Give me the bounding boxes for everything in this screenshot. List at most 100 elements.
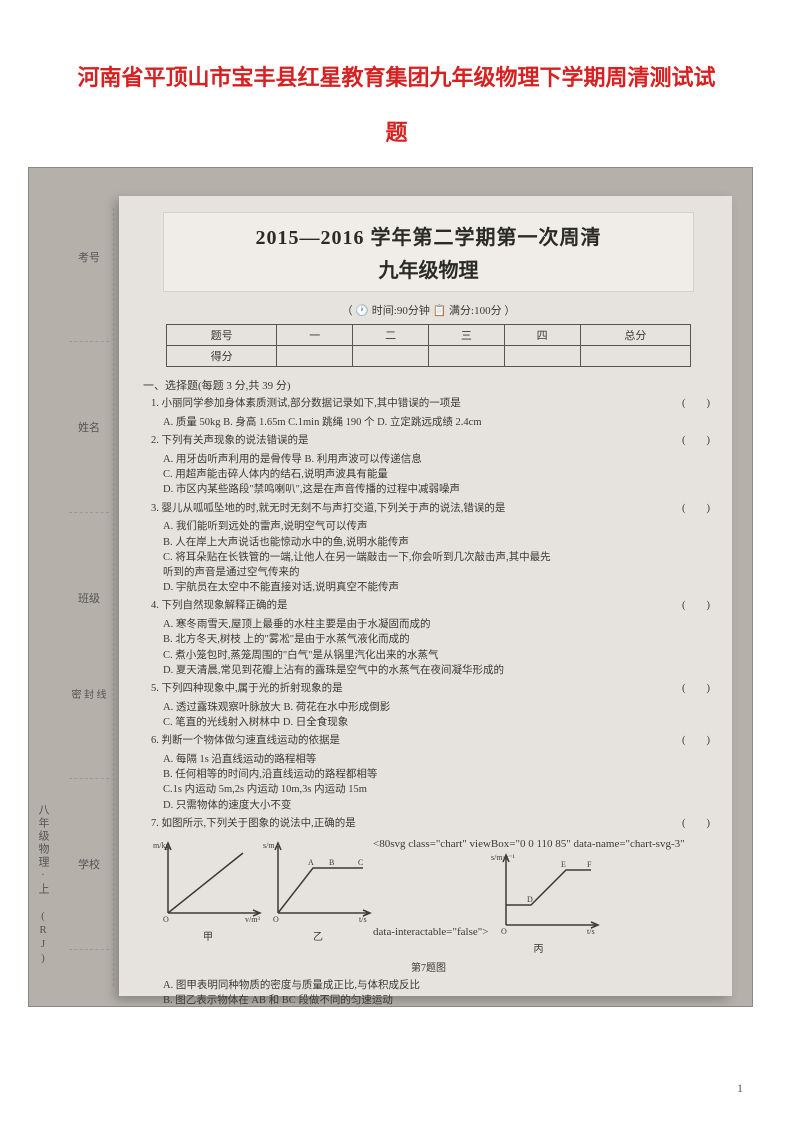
answer-paren: ( ) (682, 733, 710, 749)
svg-text:t/s: t/s (587, 927, 595, 935)
q6-opt-c: C.1s 内运动 5m,2s 内运动 10m,3s 内运动 15m (163, 782, 714, 797)
exam-title-line2: 九年级物理 (174, 254, 683, 283)
cell (580, 346, 691, 367)
side-label-seal: 密 封 线 (72, 682, 107, 705)
seal-dash-line (113, 208, 114, 986)
chart-caption-2: 乙 (263, 928, 373, 943)
section-1-heading: 一、选择题(每题 3 分,共 39 分) (143, 377, 714, 393)
side-label-school: 学校 (78, 852, 100, 876)
svg-text:B: B (329, 858, 334, 867)
q4-opt-d: D. 夏天清晨,常见到花瓣上沾有的露珠是空气中的水蒸气在夜间凝华形成的 (163, 663, 714, 678)
q3-opt-a: A. 我们能听到远处的雷声,说明空气可以传声 (163, 519, 714, 534)
cell: 二 (353, 325, 429, 346)
page-number: 1 (737, 1081, 743, 1096)
q5-text: 5. 下列四种现象中,属于光的折射现象的是 (151, 683, 343, 694)
cell: 四 (504, 325, 580, 346)
side-info-strip: 考号 姓名 班级 密 封 线 学校 (65, 208, 113, 986)
chart-yi: s/m t/s O A B C 乙 (263, 838, 373, 955)
question-4: 4. 下列自然现象解释正确的是 ( ) (151, 598, 714, 614)
q2-opt-c: C. 用超声能击碎人体内的结石,说明声波具有能量 (163, 467, 714, 482)
answer-paren: ( ) (682, 396, 710, 412)
chart-svg-2: s/m t/s O A B C (263, 838, 373, 923)
q7-text: 7. 如图所示,下列关于图象的说法中,正确的是 (151, 818, 356, 829)
q3-opt-c: C. 将耳朵贴在长铁管的一端,让他人在另一端敲击一下,你会听到几次敲击声,其中最… (163, 550, 714, 565)
exam-title-line1: 2015—2016 学年第二学期第一次周清 (174, 221, 683, 250)
question-3: 3. 婴儿从呱呱坠地的时,就无时无刻不与声打交道,下列关于声的说法,错误的是 (… (151, 501, 714, 517)
cell: 得分 (166, 346, 277, 367)
chart-svg-1: m/kg v/m³ O (153, 838, 263, 923)
cell: 三 (428, 325, 504, 346)
q2-opt-d: D. 市区内某些路段"禁鸣喇叭",这是在声音传播的过程中减弱噪声 (163, 482, 714, 497)
q7-opt-a: A. 图甲表明同种物质的密度与质量成正比,与体积成反比 (163, 978, 714, 993)
q6-opt-d: D. 只需物体的速度大小不变 (163, 798, 714, 813)
document-title-line1: 河南省平顶山市宝丰县红星教育集团九年级物理下学期周清测试试 (0, 0, 793, 105)
answer-paren: ( ) (682, 433, 710, 449)
q3-opt-b: B. 人在岸上大声说话也能惊动水中的鱼,说明水能传声 (163, 535, 714, 550)
svg-text:s/m·s⁻¹: s/m·s⁻¹ (491, 853, 516, 862)
table-row: 得分 (166, 346, 690, 367)
answer-paren: ( ) (682, 816, 710, 832)
chart-caption-1: 甲 (153, 928, 263, 943)
q4-opt-c: C. 煮小笼包时,蒸笼周围的"白气"是从锅里汽化出来的水蒸气 (163, 648, 714, 663)
chart-bing: <80svg class="chart" viewBox="0 0 110 85… (373, 838, 704, 955)
side-label-examno: 考号 (78, 245, 100, 269)
side-label-name: 姓名 (78, 415, 100, 439)
svg-text:E: E (561, 860, 566, 869)
q5-opt-a: A. 透过露珠观察叶脉放大 B. 荷花在水中形成倒影 (163, 700, 714, 715)
cell (353, 346, 429, 367)
answer-paren: ( ) (682, 598, 710, 614)
q3-text: 3. 婴儿从呱呱坠地的时,就无时无刻不与声打交道,下列关于声的说法,错误的是 (151, 503, 505, 514)
time-and-score: （ 🕐 时间:90分钟 📋 满分:100分 ） (143, 302, 714, 318)
q1-text: 1. 小丽同学参加身体素质测试,部分数据记录如下,其中错误的一项是 (151, 398, 461, 409)
svg-text:O: O (163, 915, 169, 923)
cell (277, 346, 353, 367)
exam-header: 2015—2016 学年第二学期第一次周清 九年级物理 (163, 212, 694, 292)
scanned-photo-region: 考号 姓名 班级 密 封 线 学校 八年级物理·上 (RJ) 2015—2016… (28, 167, 753, 1007)
q3-opt-c2: 听到的声音是通过空气传来的 (163, 565, 714, 580)
chart-jia: m/kg v/m³ O 甲 (153, 838, 263, 955)
q1-options: A. 质量 50kg B. 身高 1.65m C.1min 跳绳 190 个 D… (163, 415, 714, 430)
table-row: 题号 一 二 三 四 总分 (166, 325, 690, 346)
question-6: 6. 判断一个物体做匀速直线运动的依据是 ( ) (151, 733, 714, 749)
svg-text:v/m³: v/m³ (245, 915, 260, 923)
svg-text:C: C (358, 858, 363, 867)
q7-charts-row: m/kg v/m³ O 甲 s/m t/s O A B (153, 838, 704, 955)
q4-opt-b: B. 北方冬天,树枝 上的"雾凇"是由于水蒸气液化而成的 (163, 632, 714, 647)
svg-text:O: O (501, 927, 507, 935)
question-5: 5. 下列四种现象中,属于光的折射现象的是 ( ) (151, 681, 714, 697)
svg-text:m/kg: m/kg (153, 841, 169, 850)
q2-text: 2. 下列有关声现象的说法错误的是 (151, 435, 309, 446)
question-2: 2. 下列有关声现象的说法错误的是 ( ) (151, 433, 714, 449)
svg-text:D: D (527, 895, 533, 904)
svg-text:s/m: s/m (263, 841, 275, 850)
cell: 题号 (166, 325, 277, 346)
q5-opt-c: C. 笔直的光线射入树林中 D. 日全食现象 (163, 715, 714, 730)
q2-opt-a: A. 用牙齿听声利用的是骨传导 B. 利用声波可以传递信息 (163, 452, 714, 467)
book-spine-label: 八年级物理·上 (RJ) (35, 804, 51, 966)
side-label-class: 班级 (78, 586, 100, 610)
exam-paper: 2015—2016 学年第二学期第一次周清 九年级物理 （ 🕐 时间:90分钟 … (119, 196, 732, 996)
q6-text: 6. 判断一个物体做匀速直线运动的依据是 (151, 735, 340, 746)
score-table: 题号 一 二 三 四 总分 得分 (166, 324, 691, 367)
question-1: 1. 小丽同学参加身体素质测试,部分数据记录如下,其中错误的一项是 ( ) (151, 396, 714, 412)
chart-caption-3: 丙 (373, 940, 704, 955)
q6-opt-a: A. 每隔 1s 沿直线运动的路程相等 (163, 752, 714, 767)
cell: 一 (277, 325, 353, 346)
q7-opt-b: B. 图乙表示物体在 AB 和 BC 段做不同的匀速运动 (163, 993, 714, 1007)
q6-opt-b: B. 任何相等的时间内,沿直线运动的路程都相等 (163, 767, 714, 782)
document-title-line2: 题 (0, 105, 793, 167)
svg-text:O: O (273, 915, 279, 923)
answer-paren: ( ) (682, 681, 710, 697)
chart-svg-3: s/m·s⁻¹ t/s O D E F (491, 850, 601, 935)
cell: 总分 (580, 325, 691, 346)
q4-text: 4. 下列自然现象解释正确的是 (151, 600, 288, 611)
figure-label: 第7题图 (143, 959, 714, 974)
answer-paren: ( ) (682, 501, 710, 517)
question-7: 7. 如图所示,下列关于图象的说法中,正确的是 ( ) (151, 816, 714, 832)
cell (504, 346, 580, 367)
svg-text:F: F (587, 860, 592, 869)
q3-opt-d: D. 宇航员在太空中不能直接对话,说明真空不能传声 (163, 580, 714, 595)
cell (428, 346, 504, 367)
svg-text:t/s: t/s (359, 915, 367, 923)
svg-text:A: A (308, 858, 314, 867)
